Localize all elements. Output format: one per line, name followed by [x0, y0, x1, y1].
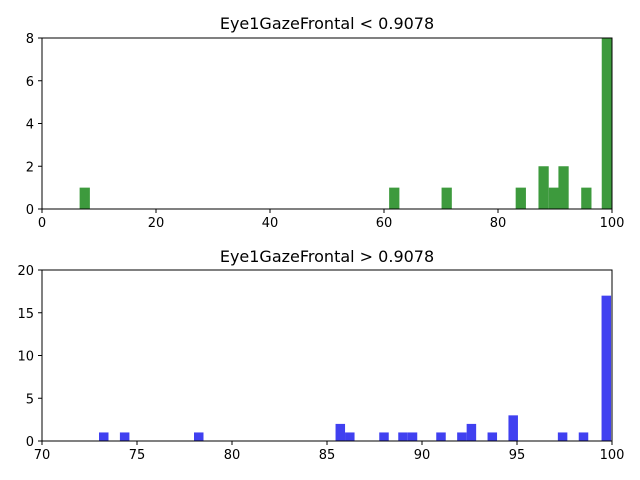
histogram-bar	[558, 166, 569, 209]
histogram-bar	[407, 432, 418, 441]
histogram-panel-lower-threshold: Eye1GazeFrontal < 0.9078 0 20 40 60 80 100 0 2 4…	[26, 14, 625, 231]
histogram-bar	[398, 432, 408, 441]
histogram-bar	[601, 38, 612, 209]
histogram-bar	[99, 432, 109, 441]
histogram-bar	[581, 187, 592, 210]
y-tick-label: 4	[26, 118, 34, 133]
histogram-bar	[335, 423, 346, 441]
histogram-bar	[345, 432, 355, 441]
histogram-bar	[557, 432, 568, 441]
histogram-bar	[515, 187, 526, 210]
histogram-bar	[457, 432, 467, 441]
x-tick-label: 40	[262, 216, 279, 231]
x-tick-label: 100	[600, 216, 625, 231]
histogram-bar	[538, 166, 549, 209]
histogram-bar	[508, 415, 518, 441]
histogram-bar	[194, 432, 204, 441]
panel-title: Eye1GazeFrontal > 0.9078	[220, 247, 434, 266]
histogram-bar	[379, 432, 389, 441]
y-tick-label: 0	[26, 203, 34, 218]
x-tick-label: 80	[224, 448, 241, 463]
y-tick-label: 8	[26, 32, 34, 47]
y-tick-label: 2	[26, 160, 34, 175]
y-tick-label: 6	[26, 75, 34, 90]
x-tick-label: 0	[38, 216, 46, 231]
histogram-bar	[441, 187, 452, 210]
y-tick-label: 5	[26, 392, 34, 407]
y-tick-label: 15	[17, 307, 34, 322]
histogram-bar	[487, 432, 498, 441]
x-tick-label: 70	[34, 448, 51, 463]
x-tick-label: 90	[414, 448, 431, 463]
x-tick-label: 80	[490, 216, 507, 231]
histogram-panel-upper-threshold: Eye1GazeFrontal > 0.9078 70 75 80 85 90 95 100…	[17, 247, 624, 463]
histogram-bar	[119, 432, 130, 441]
axes-frame	[41, 269, 613, 442]
histogram-bar	[79, 187, 90, 210]
y-tick-label: 20	[17, 264, 34, 279]
x-tick-label: 95	[509, 448, 526, 463]
x-tick-label: 60	[376, 216, 393, 231]
histogram-bar	[548, 187, 559, 210]
x-tick-label: 85	[319, 448, 336, 463]
axes-frame	[41, 37, 613, 210]
histogram-bar	[436, 432, 446, 441]
histogram-bar	[578, 432, 589, 441]
histogram-bar	[389, 187, 400, 210]
panel-title: Eye1GazeFrontal < 0.9078	[220, 14, 434, 33]
histogram-bar	[601, 295, 612, 441]
y-tick-label: 10	[17, 350, 34, 365]
y-tick-label: 0	[26, 435, 34, 450]
x-tick-label: 75	[129, 448, 146, 463]
x-tick-label: 20	[148, 216, 165, 231]
x-tick-label: 100	[600, 448, 625, 463]
histogram-bar	[466, 423, 477, 441]
